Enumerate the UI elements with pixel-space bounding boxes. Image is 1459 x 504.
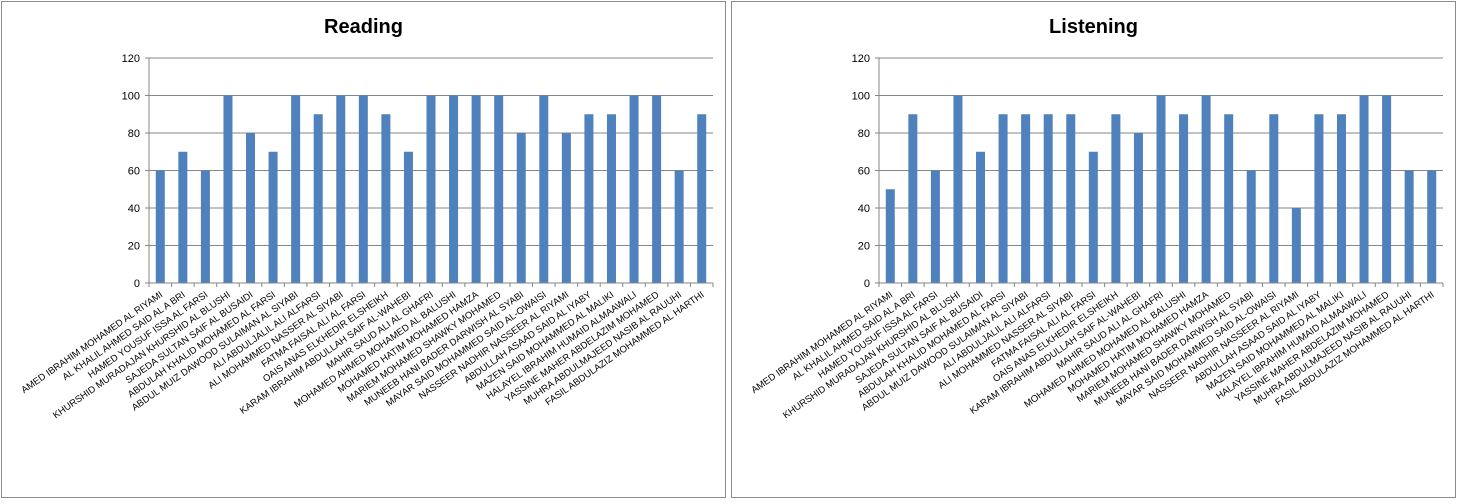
bar (1404, 170, 1414, 283)
bar (1066, 114, 1076, 283)
chart-title: Reading (324, 16, 403, 38)
bar (268, 151, 278, 283)
bar (1314, 114, 1324, 283)
bar (1111, 114, 1121, 283)
y-tick-label: 0 (134, 278, 140, 290)
y-tick-label: 20 (128, 241, 140, 253)
y-tick-label: 120 (852, 53, 870, 65)
bar (494, 95, 504, 283)
bar (1382, 95, 1392, 283)
bar (1021, 114, 1031, 283)
bar (449, 95, 459, 283)
y-tick-label: 60 (128, 166, 140, 178)
bar (1359, 95, 1369, 283)
y-tick-label: 40 (858, 203, 870, 215)
bar (381, 114, 391, 283)
bar (1179, 114, 1189, 283)
bar (516, 133, 526, 283)
bar (885, 189, 895, 283)
bar (1291, 208, 1301, 283)
bar (584, 114, 594, 283)
bar (291, 95, 301, 283)
bar (908, 114, 918, 283)
bar (336, 95, 346, 283)
y-tick-label: 40 (128, 203, 140, 215)
bar (953, 95, 963, 283)
bar (358, 95, 368, 283)
y-tick-label: 100 (852, 91, 870, 103)
bar (1224, 114, 1234, 283)
bar (403, 151, 413, 283)
bar (697, 114, 707, 283)
bar (313, 114, 323, 283)
bar (629, 95, 639, 283)
bar (998, 114, 1008, 283)
bar (426, 95, 436, 283)
y-tick-label: 20 (858, 241, 870, 253)
bar (1156, 95, 1166, 283)
bar (976, 151, 986, 283)
y-tick-label: 100 (122, 91, 140, 103)
y-tick-label: 80 (128, 128, 140, 140)
bar (200, 170, 210, 283)
bar (539, 95, 549, 283)
bar (1088, 151, 1098, 283)
bar (471, 95, 481, 283)
bar (155, 170, 165, 283)
y-tick-label: 60 (858, 166, 870, 178)
bar (178, 151, 188, 283)
bar (223, 95, 233, 283)
bar (674, 170, 684, 283)
reading-chart: Reading 0 20 40 60 80 100 120 AMED IBRAHIM MOHA… (1, 1, 726, 498)
chart-title: Listening (1049, 16, 1138, 38)
bar (1201, 95, 1211, 283)
bar (1133, 133, 1143, 283)
bar (246, 133, 256, 283)
bar (1336, 114, 1346, 283)
y-tick-label: 120 (122, 53, 140, 65)
bar (561, 133, 571, 283)
bar (1427, 170, 1437, 283)
bar (1043, 114, 1053, 283)
bar (1246, 170, 1256, 283)
bar (930, 170, 940, 283)
bar (606, 114, 616, 283)
bar (1269, 114, 1279, 283)
y-tick-label: 0 (864, 278, 870, 290)
bar (652, 95, 662, 283)
listening-chart: Listening 0 20 40 60 80 100 120 AMED IBRAHIM MO… (731, 1, 1456, 498)
y-tick-label: 80 (858, 128, 870, 140)
